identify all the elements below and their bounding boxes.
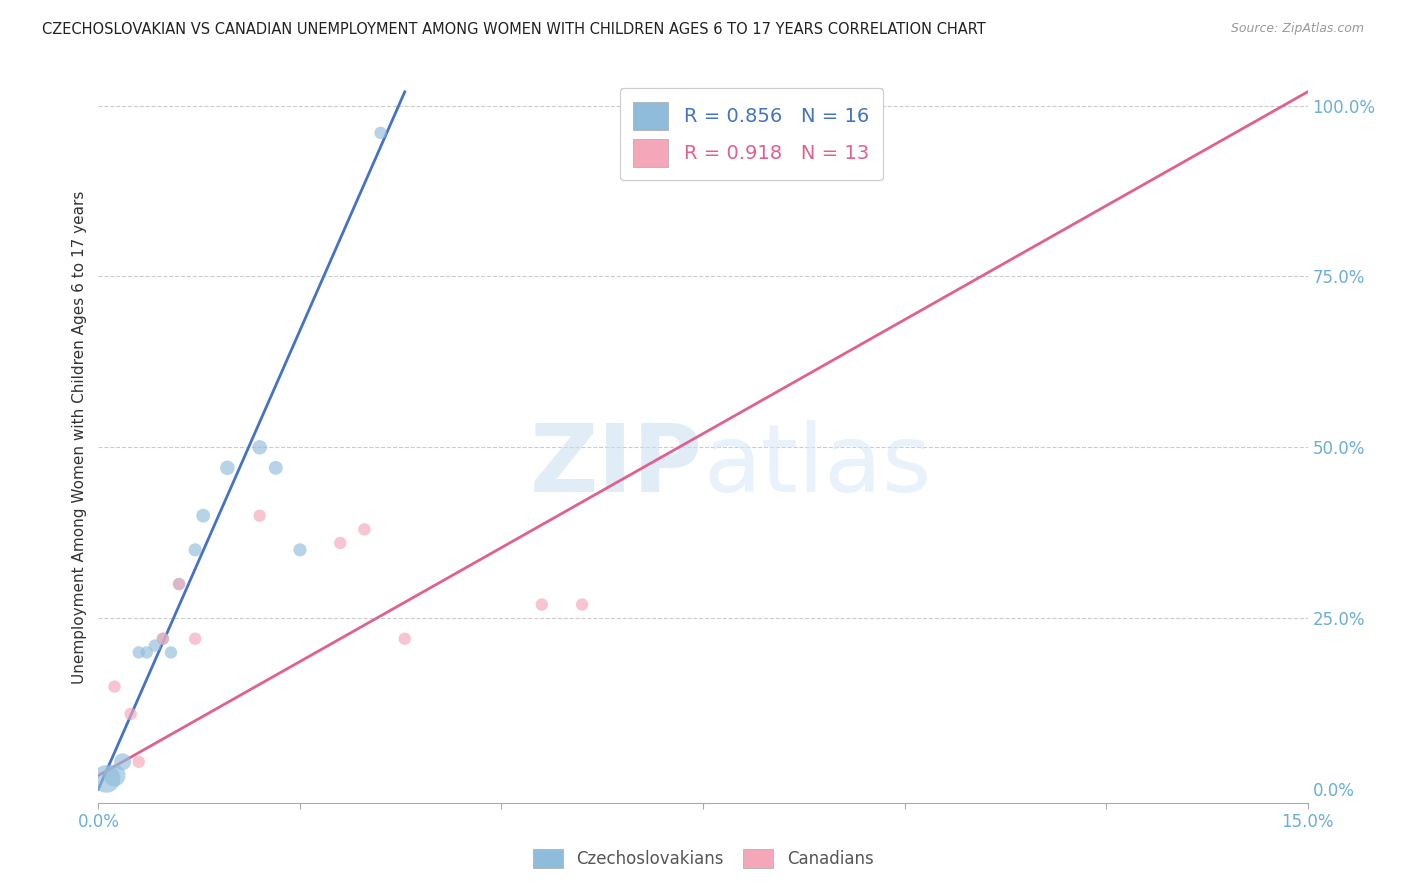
Point [249,440,271,454]
Point [103,768,125,782]
Point [128,755,150,769]
Point [394,632,416,646]
Point [217,460,239,475]
Text: ZIP: ZIP [530,420,703,512]
Point [111,755,134,769]
Text: CZECHOSLOVAKIAN VS CANADIAN UNEMPLOYMENT AMONG WOMEN WITH CHILDREN AGES 6 TO 17 : CZECHOSLOVAKIAN VS CANADIAN UNEMPLOYMENT… [42,22,986,37]
Point [288,542,311,557]
Text: Source: ZipAtlas.com: Source: ZipAtlas.com [1230,22,1364,36]
Point [571,598,593,612]
Point [143,639,166,653]
Point [167,577,190,591]
Point [103,680,125,694]
Legend: Czechoslovakians, Canadians: Czechoslovakians, Canadians [526,842,880,875]
Point [135,645,157,659]
Legend: R = 0.856   N = 16, R = 0.918   N = 13: R = 0.856 N = 16, R = 0.918 N = 13 [620,88,883,180]
Point [167,577,190,591]
Point [530,598,553,612]
Point [249,508,271,523]
Point [329,536,352,550]
Point [152,632,174,646]
Point [96,772,118,786]
Text: atlas: atlas [703,420,931,512]
Y-axis label: Unemployment Among Women with Children Ages 6 to 17 years: Unemployment Among Women with Children A… [72,190,87,684]
Point [772,119,794,133]
Point [184,632,207,646]
Point [184,542,207,557]
Point [160,645,183,659]
Point [193,508,215,523]
Point [264,460,287,475]
Point [120,706,142,721]
Point [370,126,392,140]
Point [128,645,150,659]
Point [353,522,375,536]
Point [152,632,174,646]
